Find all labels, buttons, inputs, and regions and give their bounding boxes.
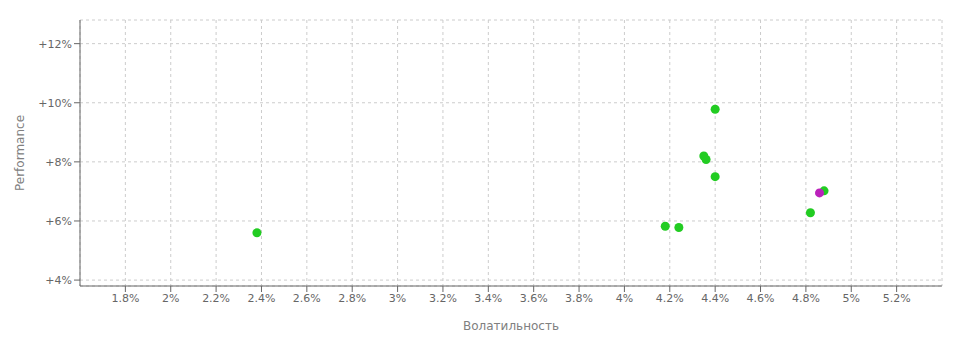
svg-text:+8%: +8% — [45, 156, 72, 169]
svg-text:4.2%: 4.2% — [656, 292, 684, 305]
svg-text:4.4%: 4.4% — [701, 292, 729, 305]
svg-text:+4%: +4% — [45, 274, 72, 287]
svg-text:5%: 5% — [843, 292, 860, 305]
svg-text:Волатильность: Волатильность — [463, 319, 559, 333]
svg-text:4.8%: 4.8% — [792, 292, 820, 305]
svg-text:2.2%: 2.2% — [202, 292, 230, 305]
svg-text:3.2%: 3.2% — [429, 292, 457, 305]
svg-text:+12%: +12% — [38, 38, 72, 51]
svg-text:1.8%: 1.8% — [111, 292, 139, 305]
svg-text:4.6%: 4.6% — [747, 292, 775, 305]
svg-text:+10%: +10% — [38, 97, 72, 110]
svg-text:3%: 3% — [389, 292, 406, 305]
svg-text:+6%: +6% — [45, 215, 72, 228]
svg-text:2.4%: 2.4% — [247, 292, 275, 305]
svg-text:2.8%: 2.8% — [338, 292, 366, 305]
svg-text:2%: 2% — [162, 292, 179, 305]
svg-text:3.6%: 3.6% — [520, 292, 548, 305]
svg-text:4%: 4% — [616, 292, 633, 305]
svg-text:3.4%: 3.4% — [474, 292, 502, 305]
svg-text:Performance: Performance — [13, 115, 27, 191]
svg-text:3.8%: 3.8% — [565, 292, 593, 305]
svg-text:5.2%: 5.2% — [883, 292, 911, 305]
svg-text:2.6%: 2.6% — [293, 292, 321, 305]
